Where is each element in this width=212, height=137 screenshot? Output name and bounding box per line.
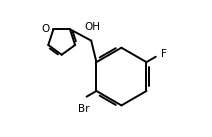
Text: O: O	[41, 24, 50, 34]
Text: Br: Br	[78, 104, 90, 114]
Text: OH: OH	[85, 22, 100, 32]
Text: F: F	[161, 49, 167, 59]
